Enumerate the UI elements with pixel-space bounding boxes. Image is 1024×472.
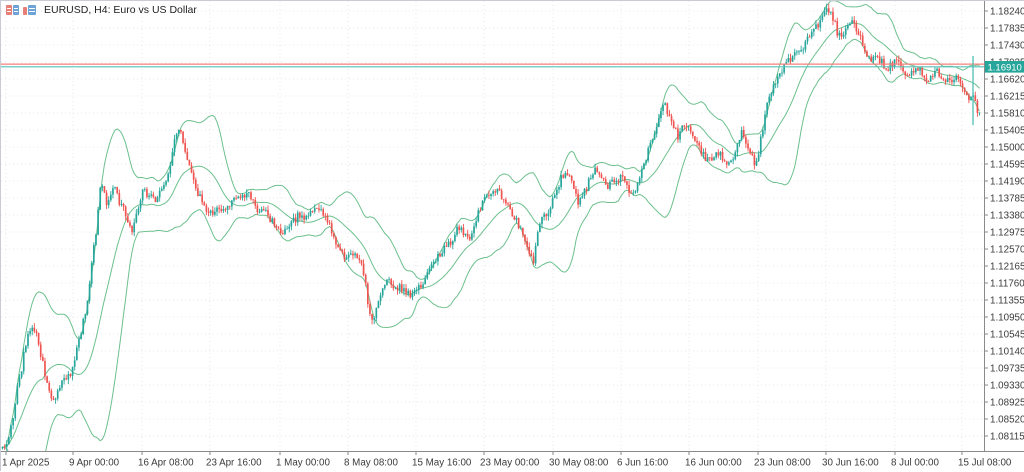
sell-panel-glyph [6, 5, 12, 15]
svg-text:1.16215: 1.16215 [990, 91, 1024, 102]
svg-text:1.16910: 1.16910 [988, 62, 1022, 73]
svg-text:1.09330: 1.09330 [990, 380, 1024, 391]
svg-text:1.17835: 1.17835 [990, 23, 1024, 34]
svg-text:16 Jun 00:00: 16 Jun 00:00 [685, 458, 742, 469]
svg-text:30 May 08:00: 30 May 08:00 [549, 458, 609, 469]
svg-text:23 Apr 16:00: 23 Apr 16:00 [206, 458, 262, 469]
svg-text:1 May 00:00: 1 May 00:00 [276, 458, 330, 469]
svg-text:1.17430: 1.17430 [990, 40, 1024, 51]
svg-text:1.12570: 1.12570 [990, 244, 1024, 255]
trade-panel-icon[interactable] [6, 5, 19, 15]
svg-text:15 Jul 08:00: 15 Jul 08:00 [958, 458, 1012, 469]
chart-title-bar: EURUSD, H4: Euro vs US Dollar [6, 4, 197, 16]
svg-text:1.10545: 1.10545 [990, 329, 1024, 340]
svg-text:1.13785: 1.13785 [990, 193, 1024, 204]
svg-text:15 May 16:00: 15 May 16:00 [412, 458, 472, 469]
svg-text:1.16620: 1.16620 [990, 74, 1024, 85]
svg-text:8 May 08:00: 8 May 08:00 [344, 458, 398, 469]
svg-text:1.15405: 1.15405 [990, 125, 1024, 136]
svg-text:1.11760: 1.11760 [990, 278, 1024, 289]
buy-panel-glyph [13, 5, 19, 15]
svg-text:1.13380: 1.13380 [990, 210, 1024, 221]
svg-text:1.08520: 1.08520 [990, 414, 1024, 425]
svg-text:23 Jun 08:00: 23 Jun 08:00 [754, 458, 811, 469]
svg-text:1.09735: 1.09735 [990, 363, 1024, 374]
svg-text:30 Jun 16:00: 30 Jun 16:00 [822, 458, 879, 469]
chart-title: EURUSD, H4: Euro vs US Dollar [44, 4, 197, 16]
svg-text:9 Apr 00:00: 9 Apr 00:00 [69, 458, 120, 469]
dom-red-bar-glyph [23, 7, 27, 15]
svg-text:1.18240: 1.18240 [990, 6, 1024, 17]
svg-text:1 Apr 2025: 1 Apr 2025 [2, 458, 50, 469]
svg-text:1.14190: 1.14190 [990, 176, 1024, 187]
svg-text:1.12165: 1.12165 [990, 261, 1024, 272]
svg-text:1.10950: 1.10950 [990, 312, 1024, 323]
dom-blue-rows-glyph [28, 5, 36, 15]
bid-price-badge: 1.16910 [985, 61, 1024, 73]
depth-of-market-icon[interactable] [23, 5, 36, 15]
svg-text:16 Apr 08:00: 16 Apr 08:00 [138, 458, 194, 469]
svg-text:6 Jun 16:00: 6 Jun 16:00 [617, 458, 669, 469]
svg-text:1.11355: 1.11355 [990, 295, 1024, 306]
svg-text:8 Jul 00:00: 8 Jul 00:00 [891, 458, 939, 469]
svg-text:1.10140: 1.10140 [990, 346, 1024, 357]
svg-text:1.08115: 1.08115 [990, 431, 1024, 442]
svg-text:1.15810: 1.15810 [990, 108, 1024, 119]
svg-text:1.15000: 1.15000 [990, 142, 1024, 153]
svg-text:1.12975: 1.12975 [990, 227, 1024, 238]
svg-text:1.14595: 1.14595 [990, 159, 1024, 170]
svg-text:23 May 00:00: 23 May 00:00 [480, 458, 540, 469]
svg-text:1.08925: 1.08925 [990, 397, 1024, 408]
